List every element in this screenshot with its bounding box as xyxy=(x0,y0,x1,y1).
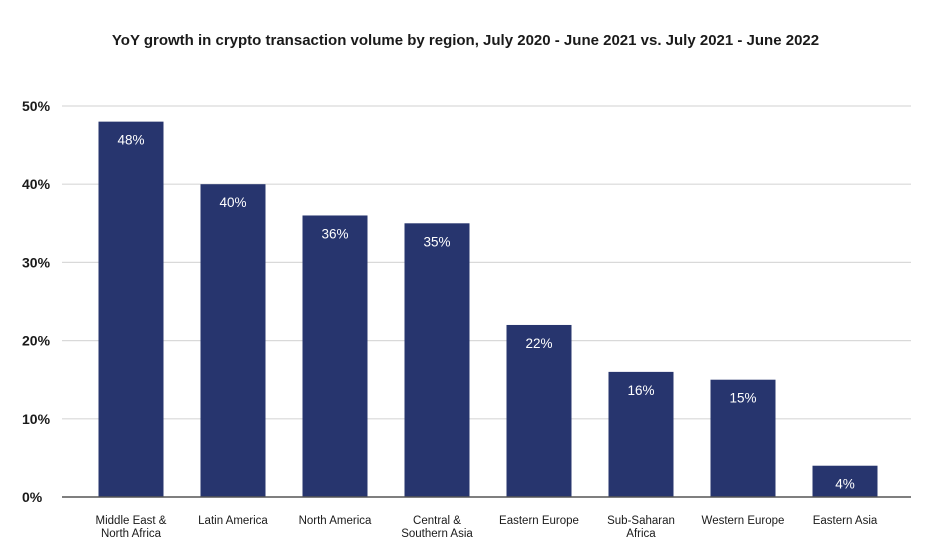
bar xyxy=(506,324,572,497)
data-label: 4% xyxy=(835,477,855,492)
x-tick-label: Sub-Saharan xyxy=(607,515,675,527)
x-tick-label: Latin America xyxy=(198,515,268,527)
y-tick-label: 50% xyxy=(22,98,51,114)
data-label: 36% xyxy=(321,226,348,241)
data-label: 48% xyxy=(117,133,144,148)
bar xyxy=(200,184,266,497)
y-tick-label: 0% xyxy=(22,489,43,505)
x-tick-label: Eastern Asia xyxy=(813,515,878,527)
bar xyxy=(404,223,470,498)
y-tick-label: 30% xyxy=(22,254,51,270)
x-tick-label: Eastern Europe xyxy=(499,515,579,527)
chart-title: YoY growth in crypto transaction volume … xyxy=(111,32,820,49)
x-tick-label: Southern Asia xyxy=(401,528,473,540)
x-tick-label: North Africa xyxy=(101,528,162,540)
y-tick-label: 40% xyxy=(22,176,51,192)
data-label: 40% xyxy=(219,195,246,210)
data-label: 16% xyxy=(627,383,654,398)
data-label: 15% xyxy=(729,391,756,406)
data-label: 22% xyxy=(525,336,552,351)
y-tick-label: 10% xyxy=(22,411,51,427)
data-label: 35% xyxy=(423,234,450,249)
x-tick-label: Middle East & xyxy=(96,515,167,527)
x-tick-label: Africa xyxy=(626,528,656,540)
y-tick-label: 20% xyxy=(22,333,51,349)
bar xyxy=(812,465,878,497)
x-tick-label: North America xyxy=(299,515,372,527)
bar xyxy=(302,215,368,498)
x-tick-label: Western Europe xyxy=(702,515,785,527)
bar xyxy=(98,121,164,497)
x-tick-label: Central & xyxy=(413,515,461,527)
bar xyxy=(710,379,776,497)
bar xyxy=(608,371,674,497)
